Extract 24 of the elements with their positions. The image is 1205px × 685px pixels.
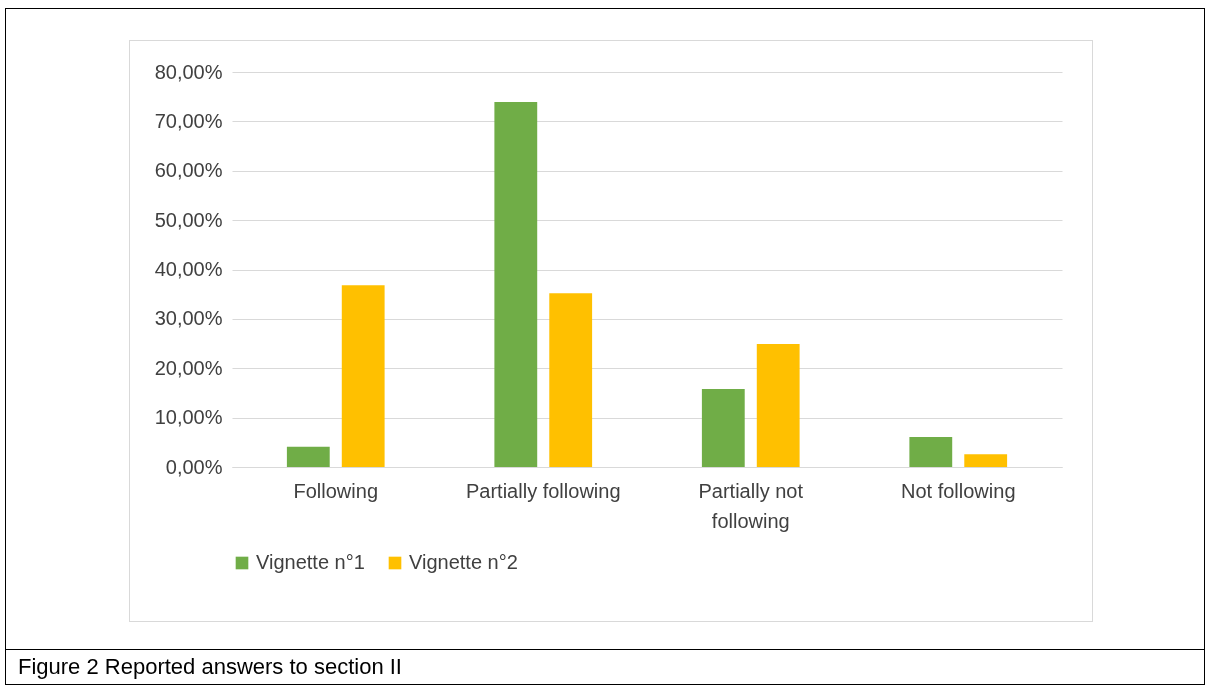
- x-tick-label: Partially following: [465, 479, 621, 502]
- bar: [549, 293, 593, 467]
- bar: [756, 344, 800, 467]
- bar: [701, 388, 745, 467]
- y-tick-label: 50,00%: [154, 208, 223, 231]
- bar: [286, 446, 330, 467]
- bar: [964, 454, 1008, 467]
- y-tick-label: 60,00%: [154, 159, 223, 182]
- x-tick-label: Following: [293, 479, 378, 502]
- y-tick-label: 40,00%: [154, 258, 223, 280]
- y-tick-label: 80,00%: [154, 60, 223, 83]
- y-tick-label: 20,00%: [154, 356, 223, 379]
- y-tick-label: 30,00%: [154, 307, 223, 330]
- legend-label: Vignette n°2: [409, 551, 518, 573]
- y-tick-label: 70,00%: [154, 109, 223, 132]
- y-tick-label: 10,00%: [154, 406, 223, 429]
- bar: [909, 436, 953, 467]
- bar: [341, 285, 385, 467]
- bar: [494, 102, 538, 467]
- caption: Figure 2 Reported answers to section II: [5, 649, 1205, 685]
- y-tick-label: 0,00%: [165, 455, 223, 478]
- x-tick-label: Not following: [900, 479, 1016, 502]
- legend-label: Vignette n°1: [256, 551, 365, 573]
- x-tick-label: Partially not following: [698, 479, 804, 532]
